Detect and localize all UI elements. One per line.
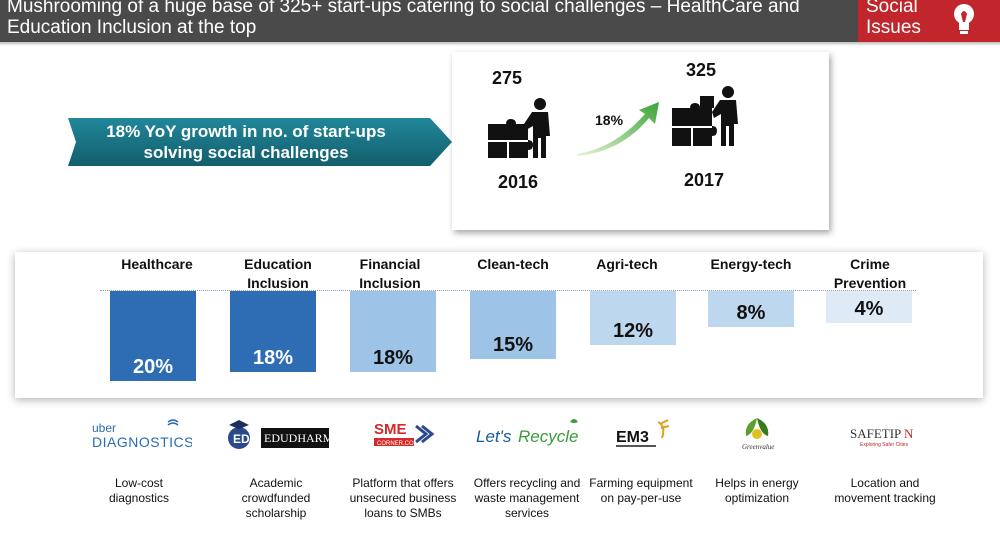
company-desc: Farming equipment on pay-per-use — [589, 476, 693, 505]
company-desc: Platform that offers unsecured business … — [349, 476, 457, 520]
bar-value-label: 12% — [612, 320, 654, 342]
puzzle-person-icon — [672, 86, 738, 146]
bar-value-label: 18% — [252, 347, 294, 369]
count-2017: 325 — [686, 60, 717, 80]
bar: 12% — [590, 291, 676, 345]
count-2016: 275 — [492, 68, 523, 88]
bar: 4% — [826, 291, 912, 323]
bar: 20% — [110, 291, 196, 381]
bar-category-label: Crime Prevention — [833, 256, 907, 291]
bar-value-label: 15% — [492, 334, 534, 356]
growth-percent-label: 18% — [595, 112, 624, 128]
svg-text:Recycle: Recycle — [518, 427, 578, 446]
bar: 18% — [350, 291, 436, 372]
slide-title: Mushrooming of a huge base of 325+ start… — [7, 0, 800, 38]
logo-uber-diagnostics: uber DIAGNOSTICS — [88, 416, 192, 452]
growth-arrow-shape — [68, 118, 452, 166]
svg-text:Greenvalue: Greenvalue — [742, 443, 774, 451]
year-2016: 2016 — [498, 172, 539, 192]
logo-lets-recycle: Let's Recycle — [474, 416, 586, 452]
svg-text:SAFETIP: SAFETIP — [850, 426, 901, 441]
bar-value-label: 8% — [736, 302, 766, 324]
lightbulb-icon — [954, 4, 974, 34]
company-desc: Low-cost diagnostics — [108, 476, 170, 505]
bar-category-label: Education Inclusion — [244, 256, 312, 291]
logo-edudharma: ED EDUDHARMA — [224, 416, 330, 452]
badge-label: Social Issues — [866, 0, 921, 38]
lets-recycle-logo-icon: Let's Recycle — [476, 419, 578, 446]
safetipin-logo-icon: SAFETIP N Exploring Safer Cities — [850, 426, 914, 448]
company-desc: Location and movement tracking — [834, 476, 936, 505]
growth-trend-arrow — [577, 102, 659, 156]
svg-text:uber: uber — [92, 421, 116, 435]
svg-text:DIAGNOSTICS: DIAGNOSTICS — [92, 434, 192, 450]
sme-corner-logo-icon: SME CORNER.COM — [374, 421, 435, 447]
bar-category-label: Clean-tech — [477, 256, 549, 272]
slide-header: Mushrooming of a huge base of 325+ start… — [0, 0, 858, 42]
bar-value-label: 4% — [854, 298, 884, 320]
bar: 18% — [230, 291, 316, 372]
puzzle-person-icon — [488, 98, 550, 158]
category-badge: Social Issues — [858, 0, 1000, 42]
greenvalue-logo-icon: Greenvalue — [742, 418, 774, 451]
svg-text:EDUDHARMA: EDUDHARMA — [264, 431, 330, 445]
svg-text:EM3: EM3 — [616, 429, 649, 446]
edudharma-logo-icon: ED EDUDHARMA — [228, 420, 330, 449]
header-shadow — [0, 42, 1000, 46]
svg-text:N: N — [904, 426, 914, 441]
svg-text:SME: SME — [374, 421, 407, 438]
svg-text:Let's: Let's — [476, 427, 512, 446]
company-desc: Helps in energy optimization — [715, 476, 799, 505]
year-2017: 2017 — [684, 170, 725, 190]
chart-top-reference-line — [100, 290, 916, 291]
bar-category-label: Agri-tech — [596, 256, 658, 272]
logo-em3: EM3 — [614, 416, 672, 452]
bar-category-label: Healthcare — [121, 256, 193, 272]
logo-greenvalue: Greenvalue — [732, 416, 782, 452]
bar-category-label: Energy-tech — [710, 256, 792, 272]
bar-category-label: Financial Inclusion — [359, 256, 421, 291]
bar-value-label: 18% — [372, 347, 414, 369]
bar: 15% — [470, 291, 556, 359]
svg-text:CORNER.COM: CORNER.COM — [377, 441, 419, 447]
svg-text:Exploring Safer Cities: Exploring Safer Cities — [860, 442, 909, 448]
em3-logo-icon: EM3 — [616, 419, 670, 447]
bar: 8% — [708, 291, 794, 327]
logo-sme-corner: SME CORNER.COM — [370, 416, 440, 452]
bar-value-label: 20% — [132, 356, 174, 378]
logo-safetipin: SAFETIP N Exploring Safer Cities — [846, 416, 916, 452]
uber-diagnostics-logo-icon: uber DIAGNOSTICS — [92, 419, 192, 450]
company-desc: Academic crowdfunded scholarship — [241, 476, 311, 520]
company-desc: Offers recycling and waste management se… — [473, 476, 581, 520]
growth-callout-text: 18% YoY growth in no. of start-ups solvi… — [106, 122, 386, 162]
svg-text:ED: ED — [233, 432, 250, 446]
